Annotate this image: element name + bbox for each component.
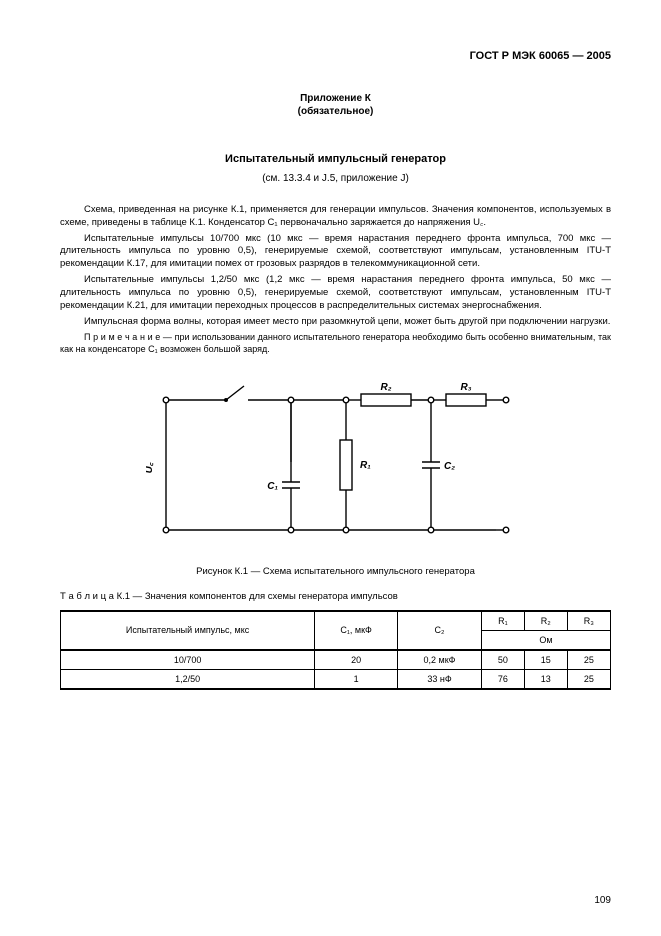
table-cell: 10/700 <box>61 650 315 670</box>
paragraph-1: Схема, приведенная на рисунке К.1, приме… <box>60 204 611 230</box>
th-r3: R₃ <box>567 611 610 631</box>
table-cell: 76 <box>481 669 524 689</box>
table-cell: 1,2/50 <box>61 669 315 689</box>
figure-caption: Рисунок К.1 — Схема испытательного импул… <box>60 566 611 577</box>
circuit-figure: U꜀ C₁ R₁ R₂ C₂ R₃ <box>60 370 611 558</box>
table-cell: 0,2 мкФ <box>398 650 482 670</box>
table-cell: 33 нФ <box>398 669 482 689</box>
paragraph-4: Импульсная форма волны, которая имеет ме… <box>60 316 611 329</box>
th-c2: C₂ <box>398 611 482 650</box>
svg-text:R₁: R₁ <box>360 460 371 471</box>
th-c1: C₁, мкФ <box>315 611 398 650</box>
table-cell: 25 <box>567 669 610 689</box>
th-r2: R₂ <box>524 611 567 631</box>
th-r1: R₁ <box>481 611 524 631</box>
svg-text:U꜀: U꜀ <box>146 462 155 473</box>
section-title: Испытательный импульсный генератор <box>60 153 611 165</box>
annex-block: Приложение К (обязательное) <box>60 92 611 118</box>
table-caption: Т а б л и ц а К.1 — Значения компонентов… <box>60 591 611 602</box>
paragraph-3: Испытательные импульсы 1,2/50 мкс (1,2 м… <box>60 274 611 312</box>
svg-text:C₂: C₂ <box>444 461 455 472</box>
annex-line1: Приложение К <box>60 92 611 105</box>
table-cell: 25 <box>567 650 610 670</box>
table-cell: 20 <box>315 650 398 670</box>
svg-text:C₁: C₁ <box>267 481 278 492</box>
svg-text:R₂: R₂ <box>380 382 391 393</box>
section-subtitle: (см. 13.3.4 и J.5, приложение J) <box>60 173 611 184</box>
svg-text:R₃: R₃ <box>460 382 471 393</box>
th-impulse: Испытательный импульс, мкс <box>61 611 315 650</box>
table-cell: 15 <box>524 650 567 670</box>
note-paragraph: П р и м е ч а н и е — при использовании … <box>60 331 611 355</box>
table-cell: 50 <box>481 650 524 670</box>
doc-header: ГОСТ Р МЭК 60065 — 2005 <box>60 50 611 62</box>
paragraph-2: Испытательные импульсы 10/700 мкс (10 мк… <box>60 233 611 271</box>
table-cell: 1 <box>315 669 398 689</box>
th-ohm: Ом <box>481 630 610 650</box>
components-table: Испытательный импульс, мкс C₁, мкФ C₂ R₁… <box>60 610 611 690</box>
circuit-diagram: U꜀ C₁ R₁ R₂ C₂ R₃ <box>146 370 526 555</box>
table-cell: 13 <box>524 669 567 689</box>
annex-line2: (обязательное) <box>60 105 611 118</box>
page-number: 109 <box>594 895 611 906</box>
